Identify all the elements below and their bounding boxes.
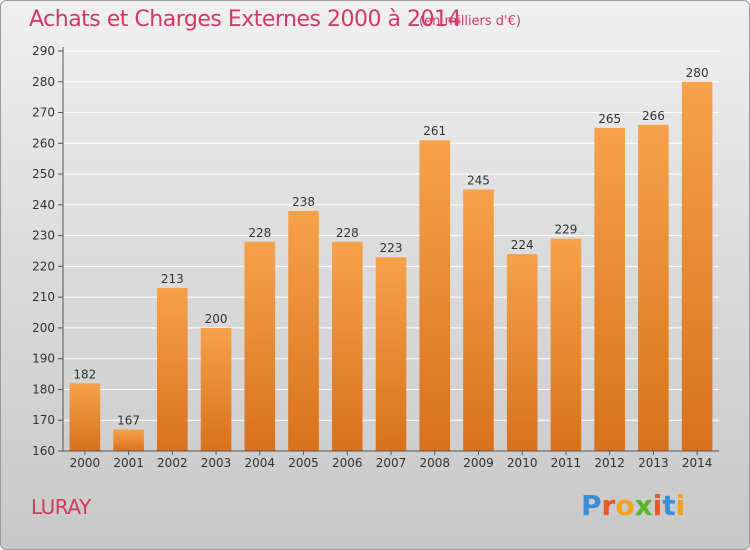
x-tick-label: 2014: [682, 456, 713, 470]
value-label: 223: [380, 241, 403, 255]
value-label: 229: [554, 223, 577, 237]
y-tick-label: 160: [32, 444, 55, 458]
x-tick-label: 2002: [157, 456, 188, 470]
bar-2005: [288, 211, 319, 451]
value-label: 167: [117, 413, 140, 427]
value-label: 245: [467, 173, 490, 187]
y-tick-label: 170: [32, 413, 55, 427]
y-tick-label: 240: [32, 198, 55, 212]
x-tick-label: 2006: [332, 456, 363, 470]
x-tick-label: 2010: [507, 456, 538, 470]
y-tick-label: 280: [32, 75, 55, 89]
value-label: 228: [336, 226, 359, 240]
bar-2011: [550, 238, 582, 451]
y-tick-label: 260: [32, 136, 55, 150]
logo-letter: r: [601, 489, 616, 522]
y-tick-label: 180: [32, 382, 55, 396]
x-tick-label: 2005: [288, 456, 319, 470]
chart-title: Achats et Charges Externes 2000 à 2014: [29, 7, 461, 32]
logo-letter: o: [615, 489, 635, 522]
bar-2010: [506, 254, 538, 451]
bar-2004: [244, 241, 276, 451]
value-label: 213: [161, 272, 184, 286]
value-label: 265: [598, 112, 621, 126]
y-tick-label: 190: [32, 352, 55, 366]
location-label: LURAY: [31, 495, 91, 519]
chart-subtitle: (en milliers d'€): [419, 14, 521, 29]
logo-letter: x: [634, 489, 653, 522]
y-tick-label: 210: [32, 290, 55, 304]
x-tick-label: 2000: [70, 456, 101, 470]
y-tick-label: 230: [32, 229, 55, 243]
bar-2008: [419, 140, 451, 451]
x-tick-label: 2012: [594, 456, 625, 470]
bar-2012: [594, 127, 625, 451]
bar-2003: [200, 327, 232, 451]
proxiti-logo: Proxiti: [581, 489, 685, 522]
x-tick-label: 2008: [419, 456, 450, 470]
y-tick-label: 290: [32, 44, 55, 58]
y-tick-label: 270: [32, 106, 55, 120]
x-tick-label: 2009: [463, 456, 494, 470]
value-label: 182: [73, 367, 96, 381]
y-tick-label: 220: [32, 259, 55, 273]
value-label: 224: [511, 238, 534, 252]
x-tick-label: 2001: [113, 456, 144, 470]
value-label: 200: [205, 312, 228, 326]
x-tick-label: 2013: [638, 456, 669, 470]
x-tick-label: 2007: [376, 456, 407, 470]
logo-letter: P: [581, 489, 602, 522]
value-label: 266: [642, 109, 665, 123]
logo-letter: i: [675, 489, 686, 522]
y-tick-label: 200: [32, 321, 55, 335]
bar-2007: [375, 257, 407, 451]
bar-2000: [69, 383, 101, 451]
value-label: 238: [292, 195, 315, 209]
bar-2009: [463, 189, 494, 451]
x-tick-label: 2004: [245, 456, 276, 470]
bar-2001: [113, 429, 144, 451]
x-tick-label: 2003: [201, 456, 232, 470]
bar-2002: [157, 287, 188, 451]
logo-letter: t: [662, 489, 676, 522]
x-tick-label: 2011: [551, 456, 582, 470]
logo-letter: i: [652, 489, 663, 522]
bar-2013: [638, 124, 669, 451]
value-label: 228: [248, 226, 271, 240]
value-label: 261: [423, 124, 446, 138]
value-label: 280: [686, 66, 709, 80]
bar-2006: [331, 241, 363, 451]
y-tick-label: 250: [32, 167, 55, 181]
bar-2014: [681, 81, 713, 452]
